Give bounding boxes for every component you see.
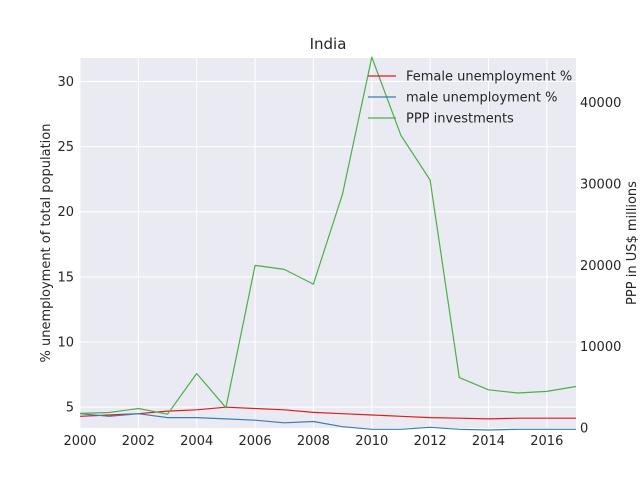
series-lines (79, 56, 577, 431)
x-tick-label: 2002 (122, 434, 155, 449)
y-tick-label: 15 (57, 270, 74, 285)
y-tick-label: 5 (66, 401, 74, 416)
legend-label: male unemployment % (406, 91, 558, 106)
x-tick-label: 2016 (530, 434, 563, 449)
series-line-0 (79, 406, 576, 420)
y-axis-label: % unemployment of total population (39, 124, 54, 363)
x-tick-label: 2010 (355, 434, 388, 449)
y2-tick-label: 10000 (580, 340, 621, 355)
y-tick-label: 10 (57, 336, 74, 351)
y2-tick-label: 30000 (580, 178, 621, 193)
x-tick-label: 2012 (414, 434, 447, 449)
series-line-1 (79, 413, 576, 431)
y2-tick-label: 20000 (580, 259, 621, 274)
x-tick-label: 2006 (239, 434, 272, 449)
x-axis-ticks: 2000 2002 2004 2006 2008 2010 2012 2014 2016 (63, 434, 563, 449)
series-line-2 (79, 56, 577, 415)
y-tick-label: 25 (57, 140, 74, 155)
legend-label: PPP investments (406, 112, 514, 127)
chart-title: India (310, 35, 347, 53)
legend-label: Female unemployment % (406, 70, 572, 85)
plot-area (80, 58, 576, 428)
x-tick-label: 2004 (180, 434, 213, 449)
y-axis-ticks: 5 10 15 20 25 30 (57, 75, 74, 416)
y-tick-label: 20 (57, 205, 74, 220)
gridlines (79, 58, 576, 428)
y2-tick-label: 40000 (580, 96, 621, 111)
y-tick-label: 30 (57, 75, 74, 90)
legend: Female unemployment % male unemployment %… (368, 70, 572, 127)
x-tick-label: 2008 (297, 434, 330, 449)
y2-axis-label: PPP in US$ millions (625, 181, 640, 305)
y2-tick-label: 0 (580, 422, 588, 437)
y2-axis-ticks: 0 10000 20000 30000 40000 (580, 96, 621, 436)
x-tick-label: 2014 (472, 434, 505, 449)
x-tick-label: 2000 (63, 434, 96, 449)
